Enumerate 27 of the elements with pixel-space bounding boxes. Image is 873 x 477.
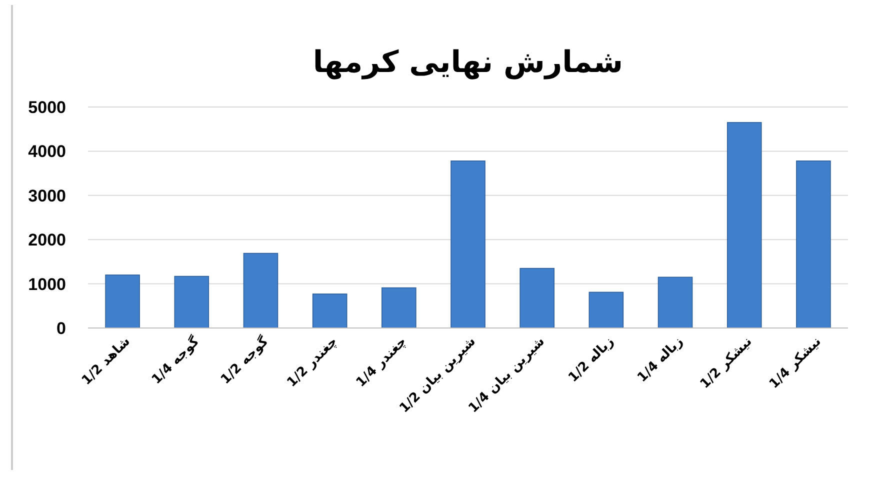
x-tick-label: زباله 1/2 <box>566 334 618 386</box>
bar <box>382 287 416 328</box>
bar <box>174 276 210 328</box>
x-tick-label: چغندر 1/4 <box>354 334 410 390</box>
bar <box>796 160 831 328</box>
x-tick-label: شاهد 1/2 <box>79 334 134 388</box>
bar <box>658 276 693 328</box>
bar <box>312 294 348 328</box>
y-tick-label: 5000 <box>28 98 66 117</box>
bar <box>726 122 762 328</box>
y-tick-label: 2000 <box>28 230 66 250</box>
bar <box>520 268 554 328</box>
bar <box>243 252 278 328</box>
x-tick-label: چغندر 1/2 <box>284 334 341 390</box>
y-tick-label: 1000 <box>28 274 66 294</box>
y-tick-label: 4000 <box>28 142 66 162</box>
bar <box>105 274 140 328</box>
x-tick-label: گوجه 1/4 <box>148 333 203 388</box>
y-tick-label: 3000 <box>28 186 66 206</box>
x-tick-label: نیشکر 1/2 <box>698 334 756 392</box>
bar <box>450 160 486 328</box>
y-tick-label: 0 <box>56 319 66 338</box>
x-tick-label: گوجه 1/2 <box>218 333 272 388</box>
bar <box>588 292 624 328</box>
x-tick-label: نیشکر 1/4 <box>766 334 824 392</box>
x-tick-label: زباله 1/4 <box>634 334 686 386</box>
chart-title: شمارش نهایی کرمها <box>312 45 624 80</box>
